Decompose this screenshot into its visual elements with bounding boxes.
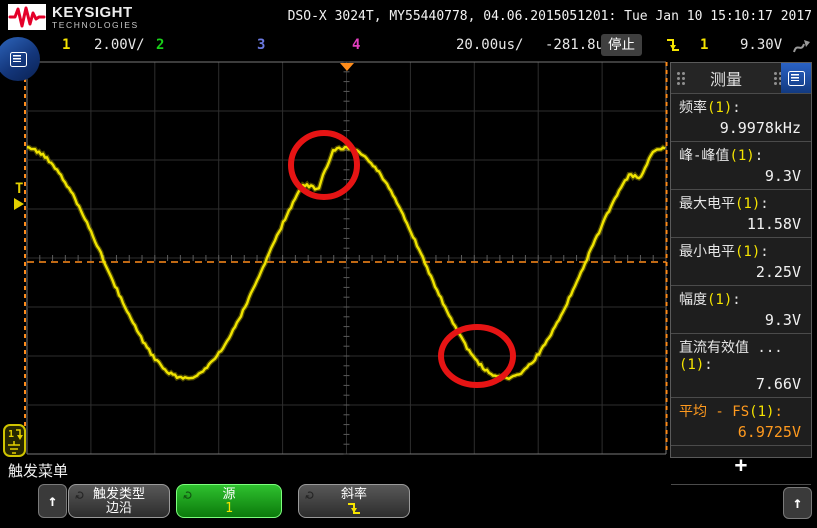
timebase-readout[interactable]: 20.00us/: [456, 37, 524, 53]
falling-edge-icon: [348, 503, 360, 514]
instrument-id-and-time: DSO-X 3024T, MY55440778, 04.06.201505120…: [287, 9, 812, 24]
trigger-level-readout[interactable]: 9.30V: [740, 37, 783, 53]
measurement-row[interactable]: 峰-峰值(1): 9.3V: [671, 142, 811, 190]
up-arrow-icon: ↑: [792, 493, 803, 512]
measurements-panel-title: 测量: [709, 70, 742, 89]
measurement-value: 11.58V: [746, 215, 801, 233]
keysight-logo-waveform-icon: [8, 6, 46, 28]
time-reference-marker: [340, 63, 354, 71]
svg-text:1: 1: [8, 429, 14, 440]
up-arrow-icon: ↑: [47, 491, 58, 510]
trigger-level-marker-arrow[interactable]: [14, 198, 24, 210]
drag-handle-icon[interactable]: [677, 71, 680, 75]
measurement-value: 7.66V: [755, 375, 801, 393]
measurement-value: 2.25V: [755, 263, 801, 281]
channel-1-button[interactable]: 1: [62, 37, 71, 53]
brand-name: KEYSIGHT: [52, 4, 133, 21]
channel-3-button[interactable]: 3: [257, 37, 266, 53]
anomaly-circle: [438, 324, 516, 388]
touch-gesture-icon[interactable]: [792, 38, 812, 56]
measurement-row[interactable]: 最小电平(1): 2.25V: [671, 238, 811, 286]
measurement-row[interactable]: 频率(1): 9.9978kHz: [671, 94, 811, 142]
waveform-trace: [26, 145, 666, 380]
anomaly-circle: [288, 130, 360, 200]
add-measurement-row: +: [671, 446, 811, 485]
measurement-row[interactable]: 最大电平(1): 11.58V: [671, 190, 811, 238]
measurements-menu-button[interactable]: [781, 63, 811, 93]
measurement-value: 9.9978kHz: [719, 119, 801, 137]
add-measurement-button[interactable]: +: [734, 452, 748, 477]
measurement-row[interactable]: 幅度(1): 9.3V: [671, 286, 811, 334]
trigger-level-marker-label: T: [15, 181, 24, 197]
run-status-badge[interactable]: 停止: [601, 34, 642, 56]
measurement-row[interactable]: 平均 - FS(1): 6.9725V: [671, 398, 811, 446]
panel-up-button[interactable]: ↑: [783, 487, 812, 519]
trigger-type-softkey[interactable]: ↻ 触发类型 边沿: [68, 484, 170, 518]
side-menu-button[interactable]: [0, 37, 40, 81]
measurements-panel: 测量 频率(1): 9.9978kHz 峰-峰值(1): 9.3V 最大电平(1…: [670, 62, 812, 485]
menu-list-icon: [787, 70, 805, 86]
measurement-value: 6.9725V: [737, 423, 801, 441]
measurements-panel-header: 测量: [671, 63, 811, 94]
trigger-source-readout[interactable]: 1: [700, 37, 709, 53]
channel-1-scale[interactable]: 2.00V/: [94, 37, 145, 53]
header-bar: KEYSIGHT TECHNOLOGIES DSO-X 3024T, MY554…: [0, 0, 817, 30]
brand-block: KEYSIGHT TECHNOLOGIES: [52, 5, 139, 30]
measurement-value: 9.3V: [764, 167, 801, 185]
measurement-value: 9.3V: [764, 311, 801, 329]
channel-2-button[interactable]: 2: [156, 37, 165, 53]
trigger-slope-softkey[interactable]: ↻ 斜率: [298, 484, 410, 518]
falling-edge-icon: [667, 39, 679, 51]
keysight-logo: [8, 4, 46, 30]
menu-back-button[interactable]: ↑: [38, 484, 67, 518]
channel-4-button[interactable]: 4: [352, 37, 361, 53]
drag-handle-icon[interactable]: [774, 71, 777, 75]
trigger-source-softkey[interactable]: ↻ 源 1: [176, 484, 282, 518]
trigger-menu-title: 触发菜单: [8, 462, 69, 480]
delay-readout[interactable]: -281.8us: [545, 37, 613, 53]
brand-sub: TECHNOLOGIES: [52, 19, 139, 30]
menu-list-icon: [9, 51, 27, 67]
measurement-row[interactable]: 直流有效值 ...(1): 7.66V: [671, 334, 811, 398]
channel1-ground-marker[interactable]: 1: [2, 423, 28, 459]
